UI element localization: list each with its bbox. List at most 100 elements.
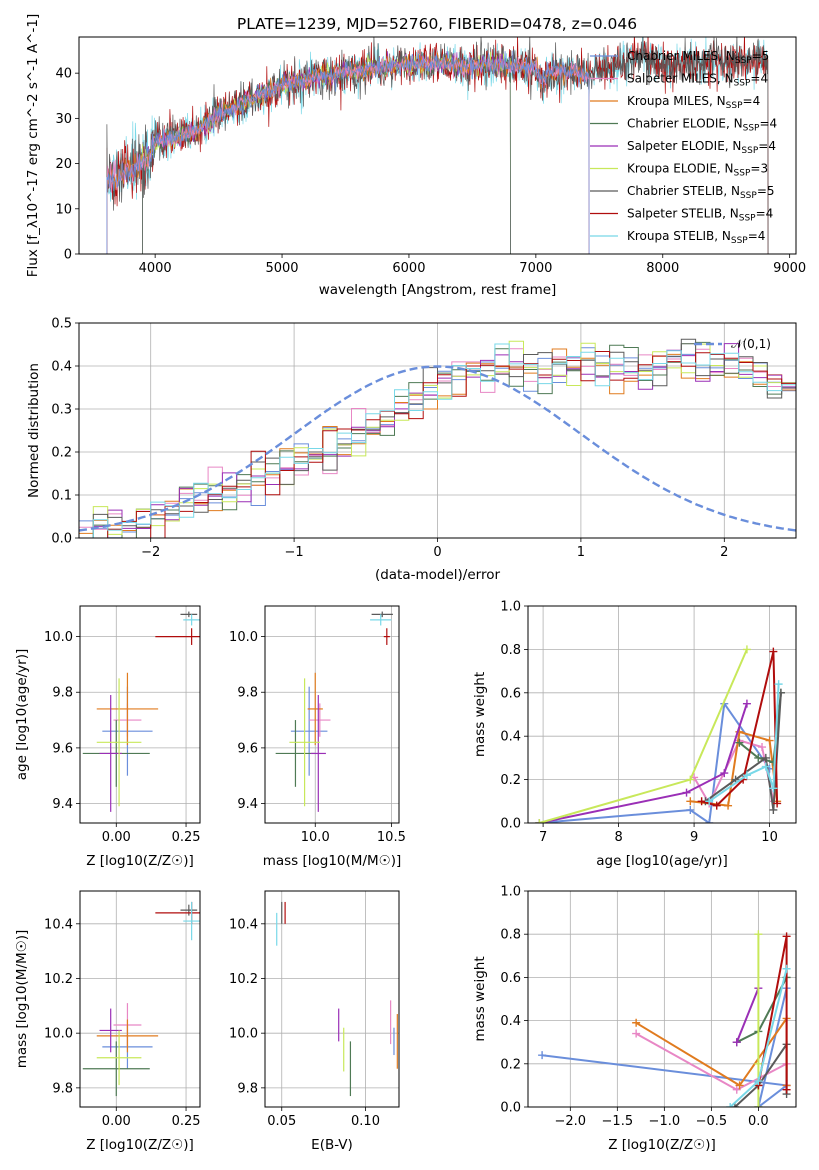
errorbar-kroupa-miles bbox=[96, 1019, 159, 1053]
y-tick-label: 10.0 bbox=[229, 1027, 258, 1042]
point-marker bbox=[697, 797, 706, 806]
y-tick-label: 0 bbox=[64, 248, 72, 263]
point-marker bbox=[742, 699, 751, 708]
mass-vs-extinction-panel: 0.05 0.10 9.8 10.0 10.2 10.4 E(B-V) bbox=[229, 890, 400, 1153]
y-tick-label: 20 bbox=[55, 157, 72, 172]
series-line bbox=[541, 987, 790, 1107]
point-marker bbox=[632, 1018, 641, 1027]
series-salpeter-stelib bbox=[754, 932, 791, 1094]
point-marker bbox=[742, 771, 751, 780]
x-tick-label: 10.5 bbox=[377, 830, 406, 845]
point-marker bbox=[705, 797, 714, 806]
x-tick-label: −1.5 bbox=[602, 1114, 634, 1129]
point-marker bbox=[732, 1085, 741, 1094]
y-tick-label: 1.0 bbox=[500, 600, 521, 615]
x-tick-label: 1 bbox=[577, 545, 585, 560]
spectrum-plot-area bbox=[106, 37, 769, 254]
x-tick-label: 0.00 bbox=[102, 830, 131, 845]
series-salpeter-elodie bbox=[535, 699, 751, 823]
y-tick-label: 0.4 bbox=[500, 730, 521, 745]
x-tick-label: 0.00 bbox=[102, 1114, 131, 1129]
point-marker bbox=[686, 805, 695, 814]
point-marker bbox=[758, 743, 767, 752]
y-tick-label: 0.4 bbox=[51, 360, 72, 375]
errorbar-kroupa-stelib bbox=[183, 901, 200, 941]
x-tick-label: 9 bbox=[690, 830, 698, 845]
y-tick-label: 0.1 bbox=[51, 489, 72, 504]
x-tick-label: 7000 bbox=[519, 261, 552, 276]
legend-label-chabrier-elodie: Chabrier ELODIE, NSSP=4 bbox=[627, 117, 777, 134]
mass-vs-metallicity-panel: 0.00 0.25 9.8 10.0 10.2 10.4 Z [log10(Z/Z☉)] ma… bbox=[14, 890, 201, 1153]
x-tick-label: 10.0 bbox=[301, 830, 330, 845]
mass-vs-extinction-plot-area bbox=[276, 901, 398, 1097]
x-tick-label: 6000 bbox=[392, 261, 425, 276]
errorbar-chabrier-elodie bbox=[275, 720, 316, 787]
legend-label-salpeter-elodie: Salpeter ELODIE, NSSP=4 bbox=[627, 139, 776, 156]
point-marker bbox=[720, 769, 729, 778]
point-marker bbox=[782, 932, 791, 941]
point-marker bbox=[730, 1103, 739, 1107]
age-vs-metallicity-x-axis-label: Z [log10(Z/Z☉)] bbox=[86, 853, 194, 869]
spectrum-x-axis-label: wavelength [Angstrom, rest frame] bbox=[319, 282, 557, 298]
y-tick-label: 0.0 bbox=[500, 1101, 521, 1116]
errorbar-salpeter-elodie bbox=[310, 695, 326, 812]
x-tick-label: −0.5 bbox=[696, 1114, 728, 1129]
age-vs-mass-frame bbox=[264, 605, 400, 824]
point-marker bbox=[782, 1085, 791, 1094]
spectrum-y-axis-label: Flux [f_λ10^-17 erg cm^-2 s^-1 A^-1] bbox=[25, 14, 41, 277]
point-marker bbox=[712, 801, 721, 810]
x-tick-label: 8000 bbox=[646, 261, 679, 276]
point-marker bbox=[535, 819, 544, 823]
y-tick-label: 0.2 bbox=[51, 446, 72, 461]
y-tick-label: 9.8 bbox=[52, 1081, 73, 1096]
y-tick-label: 0.8 bbox=[500, 928, 521, 943]
mass-weight-vs-metallicity-frame bbox=[527, 890, 797, 1108]
legend-label-kroupa-miles: Kroupa MILES, NSSP=4 bbox=[627, 94, 760, 111]
figure-title: PLATE=1239, MJD=52760, FIBERID=0478, z=0… bbox=[237, 15, 637, 33]
histogram-kroupa-stelib bbox=[79, 343, 796, 538]
mass-vs-metallicity-x-axis-label: Z [log10(Z/Z☉)] bbox=[86, 1137, 194, 1153]
y-tick-label: 9.8 bbox=[237, 1081, 258, 1096]
y-tick-label: 0.0 bbox=[51, 532, 72, 547]
series-kroupa-elodie bbox=[535, 645, 751, 823]
age-vs-mass-plot-area bbox=[275, 611, 393, 812]
errorbar-chabrier-stelib bbox=[371, 611, 393, 618]
y-tick-label: 9.8 bbox=[52, 686, 73, 701]
point-marker bbox=[769, 784, 778, 793]
y-tick-label: 0.6 bbox=[500, 971, 521, 986]
x-tick-label: −1.0 bbox=[649, 1114, 681, 1129]
point-marker bbox=[773, 799, 782, 808]
mass-weight-vs-age-x-axis-label: age [log10(age/yr)] bbox=[596, 853, 728, 869]
point-marker bbox=[761, 762, 770, 771]
y-tick-label: 0.5 bbox=[51, 317, 72, 332]
x-tick-label: 0.05 bbox=[267, 1114, 296, 1129]
point-marker bbox=[735, 1081, 744, 1090]
x-tick-label: 9000 bbox=[773, 261, 806, 276]
x-tick-label: 2 bbox=[720, 545, 728, 560]
series-chabrier-miles bbox=[535, 699, 774, 823]
age-vs-metallicity-frame bbox=[79, 605, 201, 824]
y-tick-label: 10.4 bbox=[44, 917, 73, 932]
errorbar-salpeter-elodie bbox=[99, 695, 122, 812]
x-tick-label: 8 bbox=[614, 830, 622, 845]
point-marker bbox=[761, 753, 770, 762]
x-tick-label: −2 bbox=[141, 545, 160, 560]
point-marker bbox=[754, 1059, 763, 1068]
spectrum-legend: Chabrier MILES, NSSP=5 Salpeter MILES, NS… bbox=[590, 49, 777, 246]
histogram-chabrier-stelib bbox=[79, 338, 796, 538]
histogram-kroupa-elodie bbox=[79, 340, 796, 538]
mass-vs-metallicity-y-axis-label: mass [log10(M/M☉)] bbox=[14, 930, 30, 1069]
spectrum-series-chabrier-miles bbox=[106, 50, 590, 254]
x-tick-label: 7 bbox=[539, 830, 547, 845]
x-tick-label: 10 bbox=[761, 830, 778, 845]
x-tick-label: 0.10 bbox=[351, 1114, 380, 1129]
y-tick-label: 9.6 bbox=[52, 741, 73, 756]
y-tick-label: 0.4 bbox=[500, 1014, 521, 1029]
y-tick-label: 0.6 bbox=[500, 686, 521, 701]
point-marker bbox=[774, 680, 783, 689]
errorbar-chabrier-elodie bbox=[82, 1041, 150, 1097]
y-tick-label: 1.0 bbox=[500, 885, 521, 900]
y-tick-label: 0.2 bbox=[500, 1057, 521, 1072]
age-vs-mass-panel: 10.0 10.5 9.4 9.6 9.8 10.0 mass [log10(M/M☉)] bbox=[229, 605, 406, 869]
x-tick-label: 0.25 bbox=[172, 830, 201, 845]
